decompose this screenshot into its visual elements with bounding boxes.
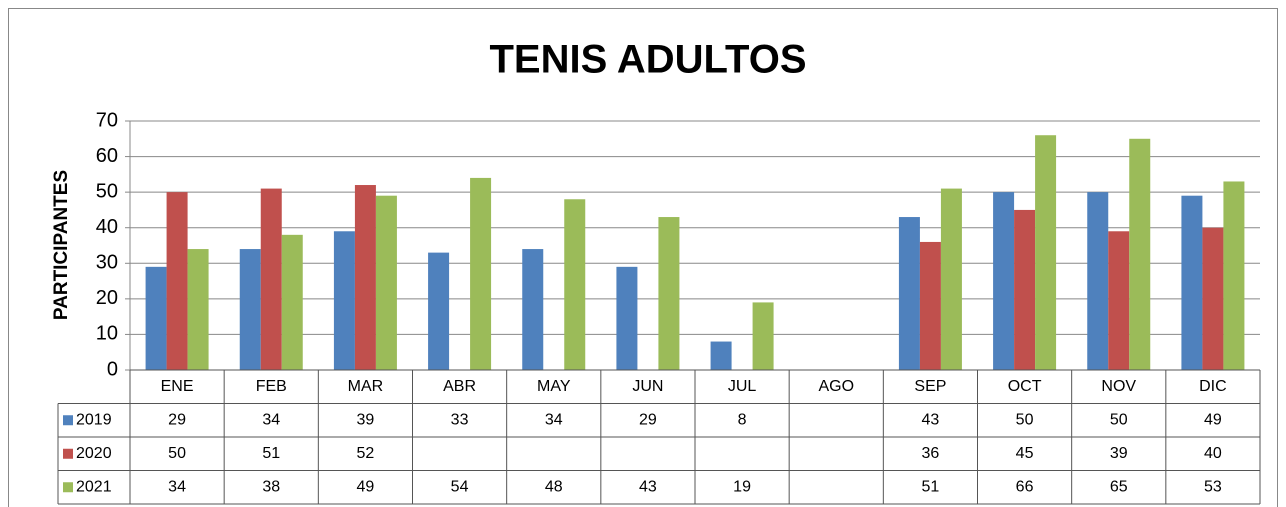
x-tick-label: NOV [1101, 378, 1136, 395]
table-value: 29 [639, 411, 657, 428]
x-tick-label: SEP [914, 378, 946, 395]
legend-label: 2019 [76, 411, 112, 428]
table-value: 49 [1204, 411, 1222, 428]
legend-swatch [63, 415, 73, 426]
x-tick-label: ENE [161, 378, 194, 395]
table-value: 48 [545, 478, 563, 495]
table-value: 51 [262, 445, 280, 462]
table-value: 50 [1110, 411, 1128, 428]
table-value: 39 [357, 411, 375, 428]
x-tick-label: MAY [537, 378, 571, 395]
chart-border [8, 8, 1278, 507]
bar [522, 249, 544, 370]
x-tick-label: OCT [1008, 378, 1042, 395]
chart-title: TENIS ADULTOS [489, 38, 806, 82]
y-tick-label: 40 [96, 216, 118, 238]
bar [1108, 231, 1130, 370]
table-value: 52 [357, 445, 375, 462]
bar [993, 192, 1015, 370]
table-value: 45 [1016, 445, 1034, 462]
table-value: 43 [639, 478, 657, 495]
x-tick-label: DIC [1199, 378, 1227, 395]
legend-label: 2020 [76, 445, 112, 462]
bar [752, 302, 774, 370]
table-value: 39 [1110, 445, 1128, 462]
table-value: 50 [168, 445, 186, 462]
legend-swatch [63, 482, 73, 493]
bar [1223, 181, 1245, 370]
bar [354, 185, 376, 370]
table-value: 50 [1016, 411, 1034, 428]
y-tick-label: 10 [96, 323, 118, 345]
bar [187, 249, 209, 370]
bar [281, 234, 303, 370]
bar [166, 192, 188, 370]
bar [710, 341, 732, 370]
legend-label: 2021 [76, 478, 112, 495]
bar [260, 188, 282, 370]
bar [470, 177, 492, 370]
table-value: 54 [451, 478, 469, 495]
bar [564, 199, 586, 370]
bar [1181, 195, 1203, 370]
table-value: 29 [168, 411, 186, 428]
bar [1035, 135, 1057, 370]
x-tick-label: AGO [818, 378, 854, 395]
table-value: 43 [922, 411, 940, 428]
x-tick-label: JUN [632, 378, 663, 395]
table-value: 53 [1204, 478, 1222, 495]
bar [940, 188, 962, 370]
table-value: 40 [1204, 445, 1222, 462]
bar [658, 217, 680, 370]
bar [375, 195, 397, 370]
bar [1129, 138, 1151, 370]
table-value: 34 [545, 411, 563, 428]
table-value: 33 [451, 411, 469, 428]
bar [919, 241, 941, 370]
table-value: 34 [168, 478, 186, 495]
table-value: 8 [738, 411, 747, 428]
y-tick-label: 0 [107, 358, 118, 380]
x-tick-label: ABR [443, 378, 476, 395]
x-tick-label: JUL [728, 378, 757, 395]
y-tick-label: 30 [96, 252, 118, 274]
y-tick-label: 20 [96, 287, 118, 309]
table-value: 65 [1110, 478, 1128, 495]
bar [428, 252, 450, 370]
bar [898, 217, 920, 370]
table-value: 49 [357, 478, 375, 495]
bar [616, 266, 638, 370]
table-value: 19 [733, 478, 751, 495]
y-axis-label: PARTICIPANTES [51, 170, 72, 320]
y-tick-label: 70 [96, 109, 118, 131]
table-value: 51 [922, 478, 940, 495]
bar [1202, 227, 1224, 370]
table-value: 66 [1016, 478, 1034, 495]
x-tick-label: MAR [348, 378, 384, 395]
y-tick-label: 50 [96, 180, 118, 202]
table-value: 38 [262, 478, 280, 495]
bar [239, 249, 261, 370]
bar [145, 266, 167, 370]
y-tick-label: 60 [96, 145, 118, 167]
bar [333, 231, 355, 370]
table-value: 36 [922, 445, 940, 462]
x-tick-label: FEB [256, 378, 287, 395]
legend-swatch [63, 448, 73, 459]
bar [1087, 192, 1109, 370]
bar [1014, 209, 1036, 370]
table-value: 34 [262, 411, 280, 428]
